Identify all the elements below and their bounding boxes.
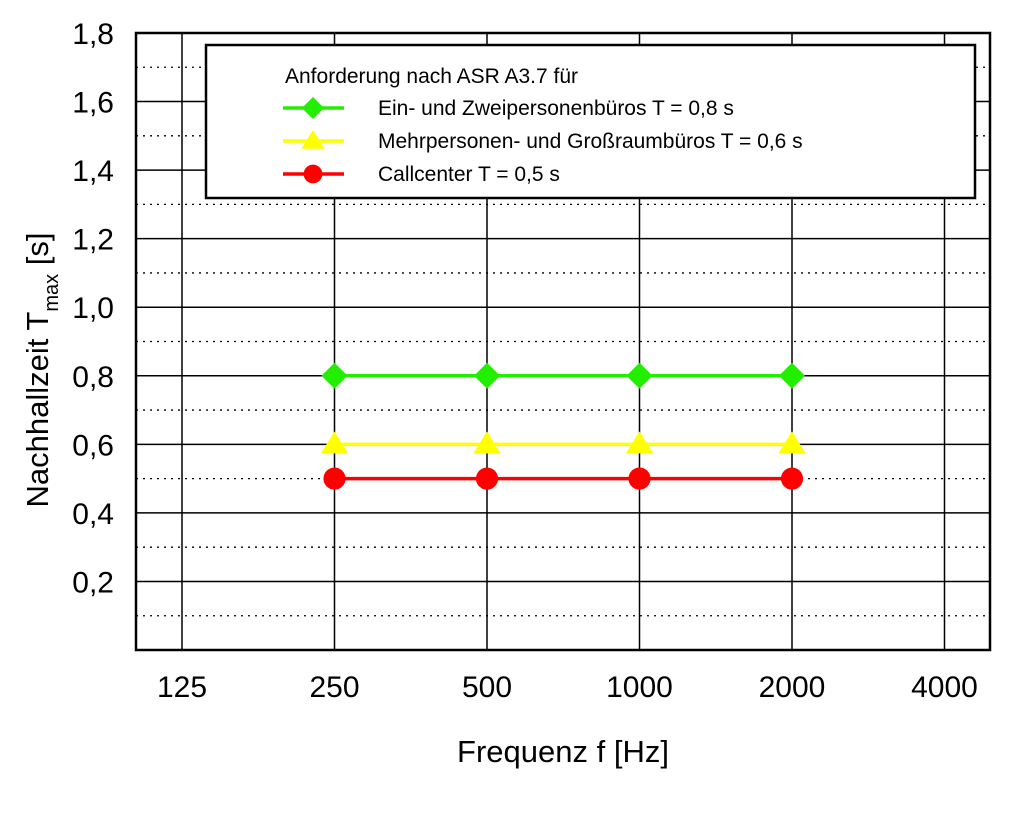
- x-tick-label: 4000: [911, 671, 978, 704]
- data-point: [625, 431, 654, 454]
- data-point: [320, 431, 349, 454]
- legend-marker: [303, 164, 323, 184]
- legend-marker: [301, 130, 325, 149]
- legend-title: Anforderung nach ASR A3.7 für: [285, 65, 578, 88]
- y-tick-labels: 0,2 0,4 0,6 0,8 1,0 1,2 1,4 1,6 1,8: [72, 18, 114, 599]
- data-point: [780, 467, 804, 490]
- y-axis-label-unit: [s]: [20, 233, 55, 274]
- legend-entry-2: Mehrpersonen- und Großraumbüros T = 0,6 …: [283, 130, 803, 153]
- legend-label: Callcenter T = 0,5 s: [378, 163, 560, 186]
- plot-area-border: [134, 31, 992, 652]
- x-tick-label: 125: [157, 671, 207, 704]
- x-tick-label: 500: [462, 671, 512, 704]
- y-tick-label: 1,6: [72, 87, 114, 120]
- y-tick-label: 0,6: [72, 429, 114, 462]
- series-2: [320, 431, 806, 454]
- series-1: [321, 362, 805, 389]
- legend-label: Mehrpersonen- und Großraumbüros T = 0,6 …: [378, 130, 803, 153]
- y-axis-label-subscript: max: [41, 274, 63, 312]
- y-tick-label: 0,8: [72, 361, 114, 394]
- data-point: [321, 362, 348, 389]
- legend-entry-3: Callcenter T = 0,5 s: [283, 163, 560, 186]
- plot-frame: [134, 31, 992, 652]
- y-tick-label: 1,4: [72, 155, 114, 188]
- x-tick-label: 1000: [606, 671, 673, 704]
- y-tick-label: 1,8: [72, 18, 114, 51]
- data-point: [778, 431, 806, 454]
- y-tick-label: 0,4: [72, 498, 114, 531]
- x-axis-label: Frequenz f [Hz]: [457, 734, 669, 769]
- series-3: [323, 467, 804, 490]
- legend-marker: [302, 97, 324, 119]
- x-tick-labels: 125 250 500 1000 2000 4000: [157, 671, 978, 704]
- y-tick-label: 0,2: [72, 566, 114, 599]
- data-point: [323, 467, 346, 490]
- data-point: [628, 467, 651, 490]
- x-tick-label: 250: [309, 671, 359, 704]
- y-axis-label: Nachhallzeit Tmax [s]: [20, 233, 63, 508]
- legend: Anforderung nach ASR A3.7 für Ein- und Z…: [204, 43, 977, 200]
- data-point: [779, 362, 805, 389]
- y-axis-label-main: Nachhallzeit T: [20, 312, 55, 508]
- legend-entry-1: Ein- und Zweipersonenbüros T = 0,8 s: [283, 97, 734, 120]
- data-series: [320, 362, 806, 490]
- data-point: [474, 362, 500, 389]
- x-tick-label: 2000: [759, 671, 826, 704]
- y-tick-label: 1,2: [72, 224, 114, 257]
- data-point: [473, 431, 501, 454]
- legend-label: Ein- und Zweipersonenbüros T = 0,8 s: [378, 97, 734, 120]
- y-tick-label: 1,0: [72, 292, 114, 325]
- data-point: [626, 362, 653, 389]
- data-point: [475, 467, 499, 490]
